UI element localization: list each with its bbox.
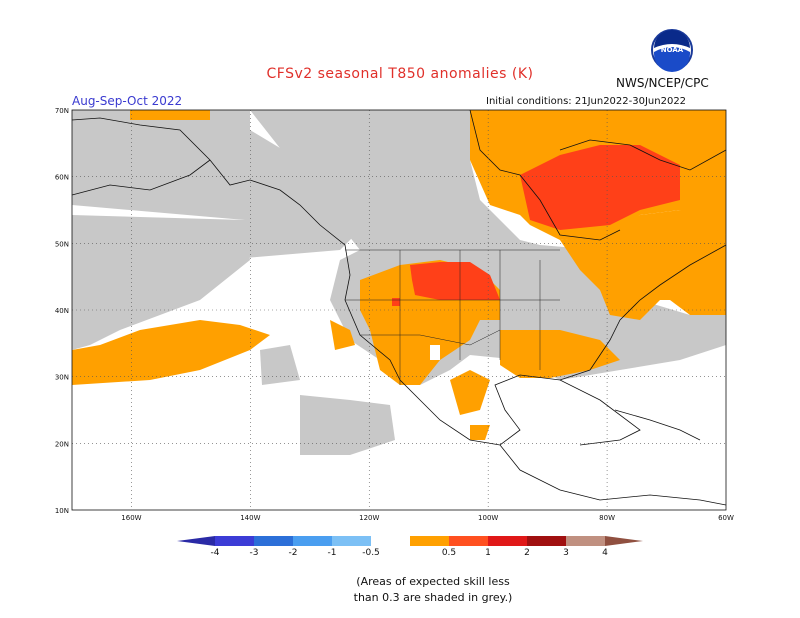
coastline-5 — [499, 444, 727, 506]
colorbar-label: 4 — [602, 548, 608, 558]
lat-label: 20N — [55, 440, 69, 448]
colorbar-swatch — [293, 536, 332, 546]
agency-label: NWS/NCEP/CPC — [616, 76, 709, 90]
lat-label: 10N — [55, 507, 69, 515]
orange-region-7 — [560, 210, 726, 315]
colorbar-swatch — [566, 536, 605, 546]
colorbar-label: -1 — [328, 548, 337, 558]
map-frame — [71, 109, 727, 511]
anomaly-shading — [72, 110, 726, 455]
lon-label: 80W — [599, 514, 615, 522]
colorbar: -4 -3 -2 -1 -0.5 0.5 1 2 3 4 — [177, 536, 643, 558]
lon-label: 100W — [478, 514, 498, 522]
noaa-logo: NOAA — [651, 29, 693, 72]
orange-region-11 — [450, 370, 490, 415]
colorbar-swatch — [254, 536, 293, 546]
red-region-17 — [392, 298, 400, 306]
grey-region-0 — [72, 110, 360, 258]
colorbar-swatch — [527, 536, 566, 546]
red-region-16 — [410, 262, 500, 300]
graticule — [72, 110, 726, 510]
colorbar-label: -0.5 — [362, 548, 380, 558]
white-gap — [430, 345, 440, 360]
coastline-2 — [469, 109, 621, 241]
colorbar-label: -2 — [289, 548, 298, 558]
colorbar-label: 3 — [563, 548, 569, 558]
lon-label: 160W — [121, 514, 141, 522]
coastline-4 — [559, 379, 641, 446]
border-5 — [360, 329, 501, 346]
lat-label: 70N — [55, 107, 69, 115]
map-title: CFSv2 seasonal T850 anomalies (K) — [266, 66, 534, 82]
colorbar-label: 1 — [485, 548, 491, 558]
lon-labels: 160W 140W 120W 100W 80W 60W — [121, 514, 734, 522]
lon-label: 60W — [718, 514, 734, 522]
coastline-0 — [71, 117, 727, 446]
orange-region-13 — [330, 320, 355, 350]
lat-labels: 70N 60N 50N 40N 30N 20N 10N — [55, 107, 69, 515]
orange-region-8 — [72, 320, 270, 385]
grey-region-3 — [300, 395, 395, 455]
noaa-logo-text: NOAA — [661, 46, 684, 54]
coastlines — [71, 109, 727, 506]
lat-label: 50N — [55, 240, 69, 248]
orange-region-14 — [600, 285, 660, 320]
colorbar-arrow-left — [177, 536, 215, 546]
grey-region-4 — [260, 345, 300, 385]
orange-region-12 — [470, 425, 490, 440]
coastline-1 — [71, 159, 211, 196]
colorbar-swatch — [449, 536, 488, 546]
borders — [345, 249, 560, 385]
orange-region-5 — [130, 110, 210, 120]
red-region-15 — [520, 145, 680, 230]
colorbar-swatch — [410, 536, 449, 546]
lat-label: 30N — [55, 374, 69, 382]
colorbar-label: -3 — [250, 548, 259, 558]
lon-label: 120W — [359, 514, 379, 522]
colorbar-label: 2 — [524, 548, 530, 558]
lon-label: 140W — [240, 514, 260, 522]
colorbar-swatch — [488, 536, 527, 546]
colorbar-swatch — [215, 536, 254, 546]
colorbar-swatch — [371, 536, 410, 546]
coastline-6 — [614, 409, 701, 441]
initial-conditions-label: Initial conditions: 21Jun2022-30Jun2022 — [486, 96, 687, 107]
grey-region-2 — [72, 215, 250, 350]
footnote-line-1: (Areas of expected skill less — [356, 575, 510, 588]
colorbar-label: 0.5 — [442, 548, 456, 558]
colorbar-arrow-right — [605, 536, 643, 546]
lat-label: 40N — [55, 307, 69, 315]
orange-region-10 — [500, 330, 620, 378]
coastline-3 — [559, 139, 727, 171]
colorbar-swatch — [332, 536, 371, 546]
footnote-line-2: than 0.3 are shaded in grey.) — [353, 591, 513, 604]
lat-label: 60N — [55, 174, 69, 182]
colorbar-label: -4 — [211, 548, 220, 558]
season-label: Aug-Sep-Oct 2022 — [72, 94, 183, 108]
